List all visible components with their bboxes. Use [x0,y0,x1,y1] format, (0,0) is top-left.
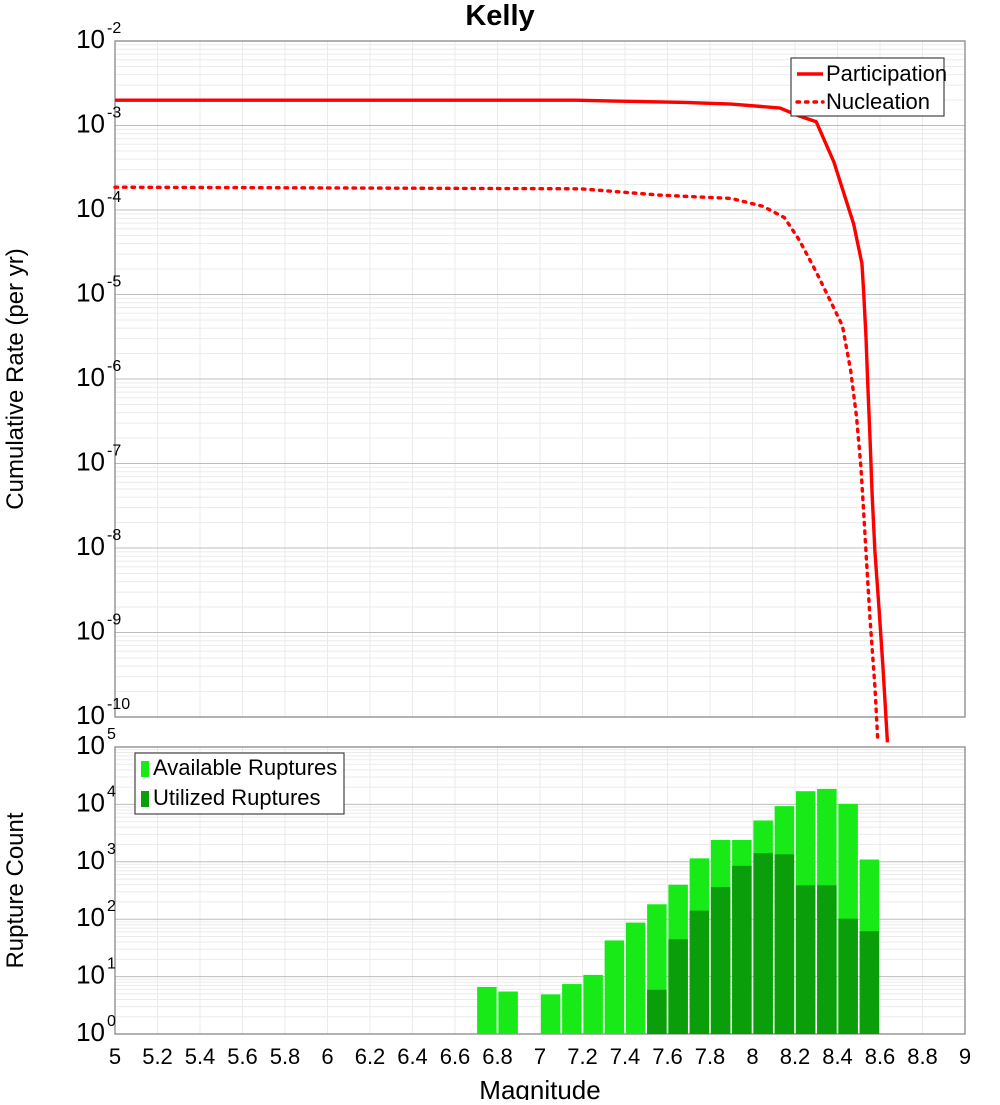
svg-text:5.4: 5.4 [185,1044,216,1069]
svg-text:10: 10 [76,787,105,817]
svg-text:7.4: 7.4 [610,1044,641,1069]
svg-text:-4: -4 [107,189,121,206]
svg-text:-8: -8 [107,527,121,544]
svg-text:1: 1 [107,956,116,973]
svg-text:Nucleation: Nucleation [826,89,930,114]
svg-text:-3: -3 [107,105,121,122]
svg-text:10: 10 [76,902,105,932]
svg-text:10: 10 [76,531,105,561]
svg-text:Participation: Participation [826,61,947,86]
svg-text:Utilized Ruptures: Utilized Ruptures [153,785,321,810]
svg-text:6.4: 6.4 [397,1044,428,1069]
svg-text:10: 10 [76,278,105,308]
svg-text:7.2: 7.2 [567,1044,598,1069]
svg-text:-10: -10 [107,696,130,713]
svg-text:-5: -5 [107,274,121,291]
svg-text:-2: -2 [107,20,121,37]
svg-text:10: 10 [76,447,105,477]
svg-text:8.4: 8.4 [822,1044,853,1069]
svg-text:7.6: 7.6 [652,1044,683,1069]
svg-text:6.2: 6.2 [355,1044,386,1069]
svg-text:Magnitude: Magnitude [479,1075,600,1100]
svg-text:10: 10 [76,730,105,760]
svg-text:Kelly: Kelly [465,0,534,32]
svg-text:7.8: 7.8 [695,1044,726,1069]
svg-text:8.8: 8.8 [907,1044,938,1069]
svg-text:5: 5 [107,726,116,743]
svg-text:7: 7 [534,1044,546,1069]
svg-text:2: 2 [107,898,116,915]
svg-text:5: 5 [109,1044,121,1069]
svg-text:10: 10 [76,845,105,875]
svg-text:6: 6 [321,1044,333,1069]
svg-text:10: 10 [76,960,105,990]
svg-text:8.6: 8.6 [865,1044,896,1069]
svg-text:Available Ruptures: Available Ruptures [153,755,337,780]
svg-text:10: 10 [76,700,105,730]
svg-text:5.2: 5.2 [142,1044,173,1069]
svg-text:6.8: 6.8 [482,1044,513,1069]
svg-text:-6: -6 [107,358,121,375]
svg-text:5.6: 5.6 [227,1044,258,1069]
svg-text:Rupture Count: Rupture Count [2,812,29,968]
svg-text:10: 10 [76,362,105,392]
svg-text:10: 10 [76,616,105,646]
svg-text:5.8: 5.8 [270,1044,301,1069]
svg-text:10: 10 [76,24,105,54]
svg-text:-7: -7 [107,443,121,460]
svg-text:10: 10 [76,109,105,139]
svg-text:4: 4 [107,783,116,800]
svg-text:3: 3 [107,841,116,858]
svg-text:10: 10 [76,1017,105,1047]
svg-text:9: 9 [959,1044,971,1069]
svg-text:6.6: 6.6 [440,1044,471,1069]
svg-text:8.2: 8.2 [780,1044,811,1069]
svg-text:Cumulative Rate (per yr): Cumulative Rate (per yr) [2,248,29,509]
svg-text:8: 8 [746,1044,758,1069]
svg-text:-9: -9 [107,612,121,629]
svg-text:10: 10 [76,193,105,223]
svg-text:0: 0 [107,1013,116,1030]
